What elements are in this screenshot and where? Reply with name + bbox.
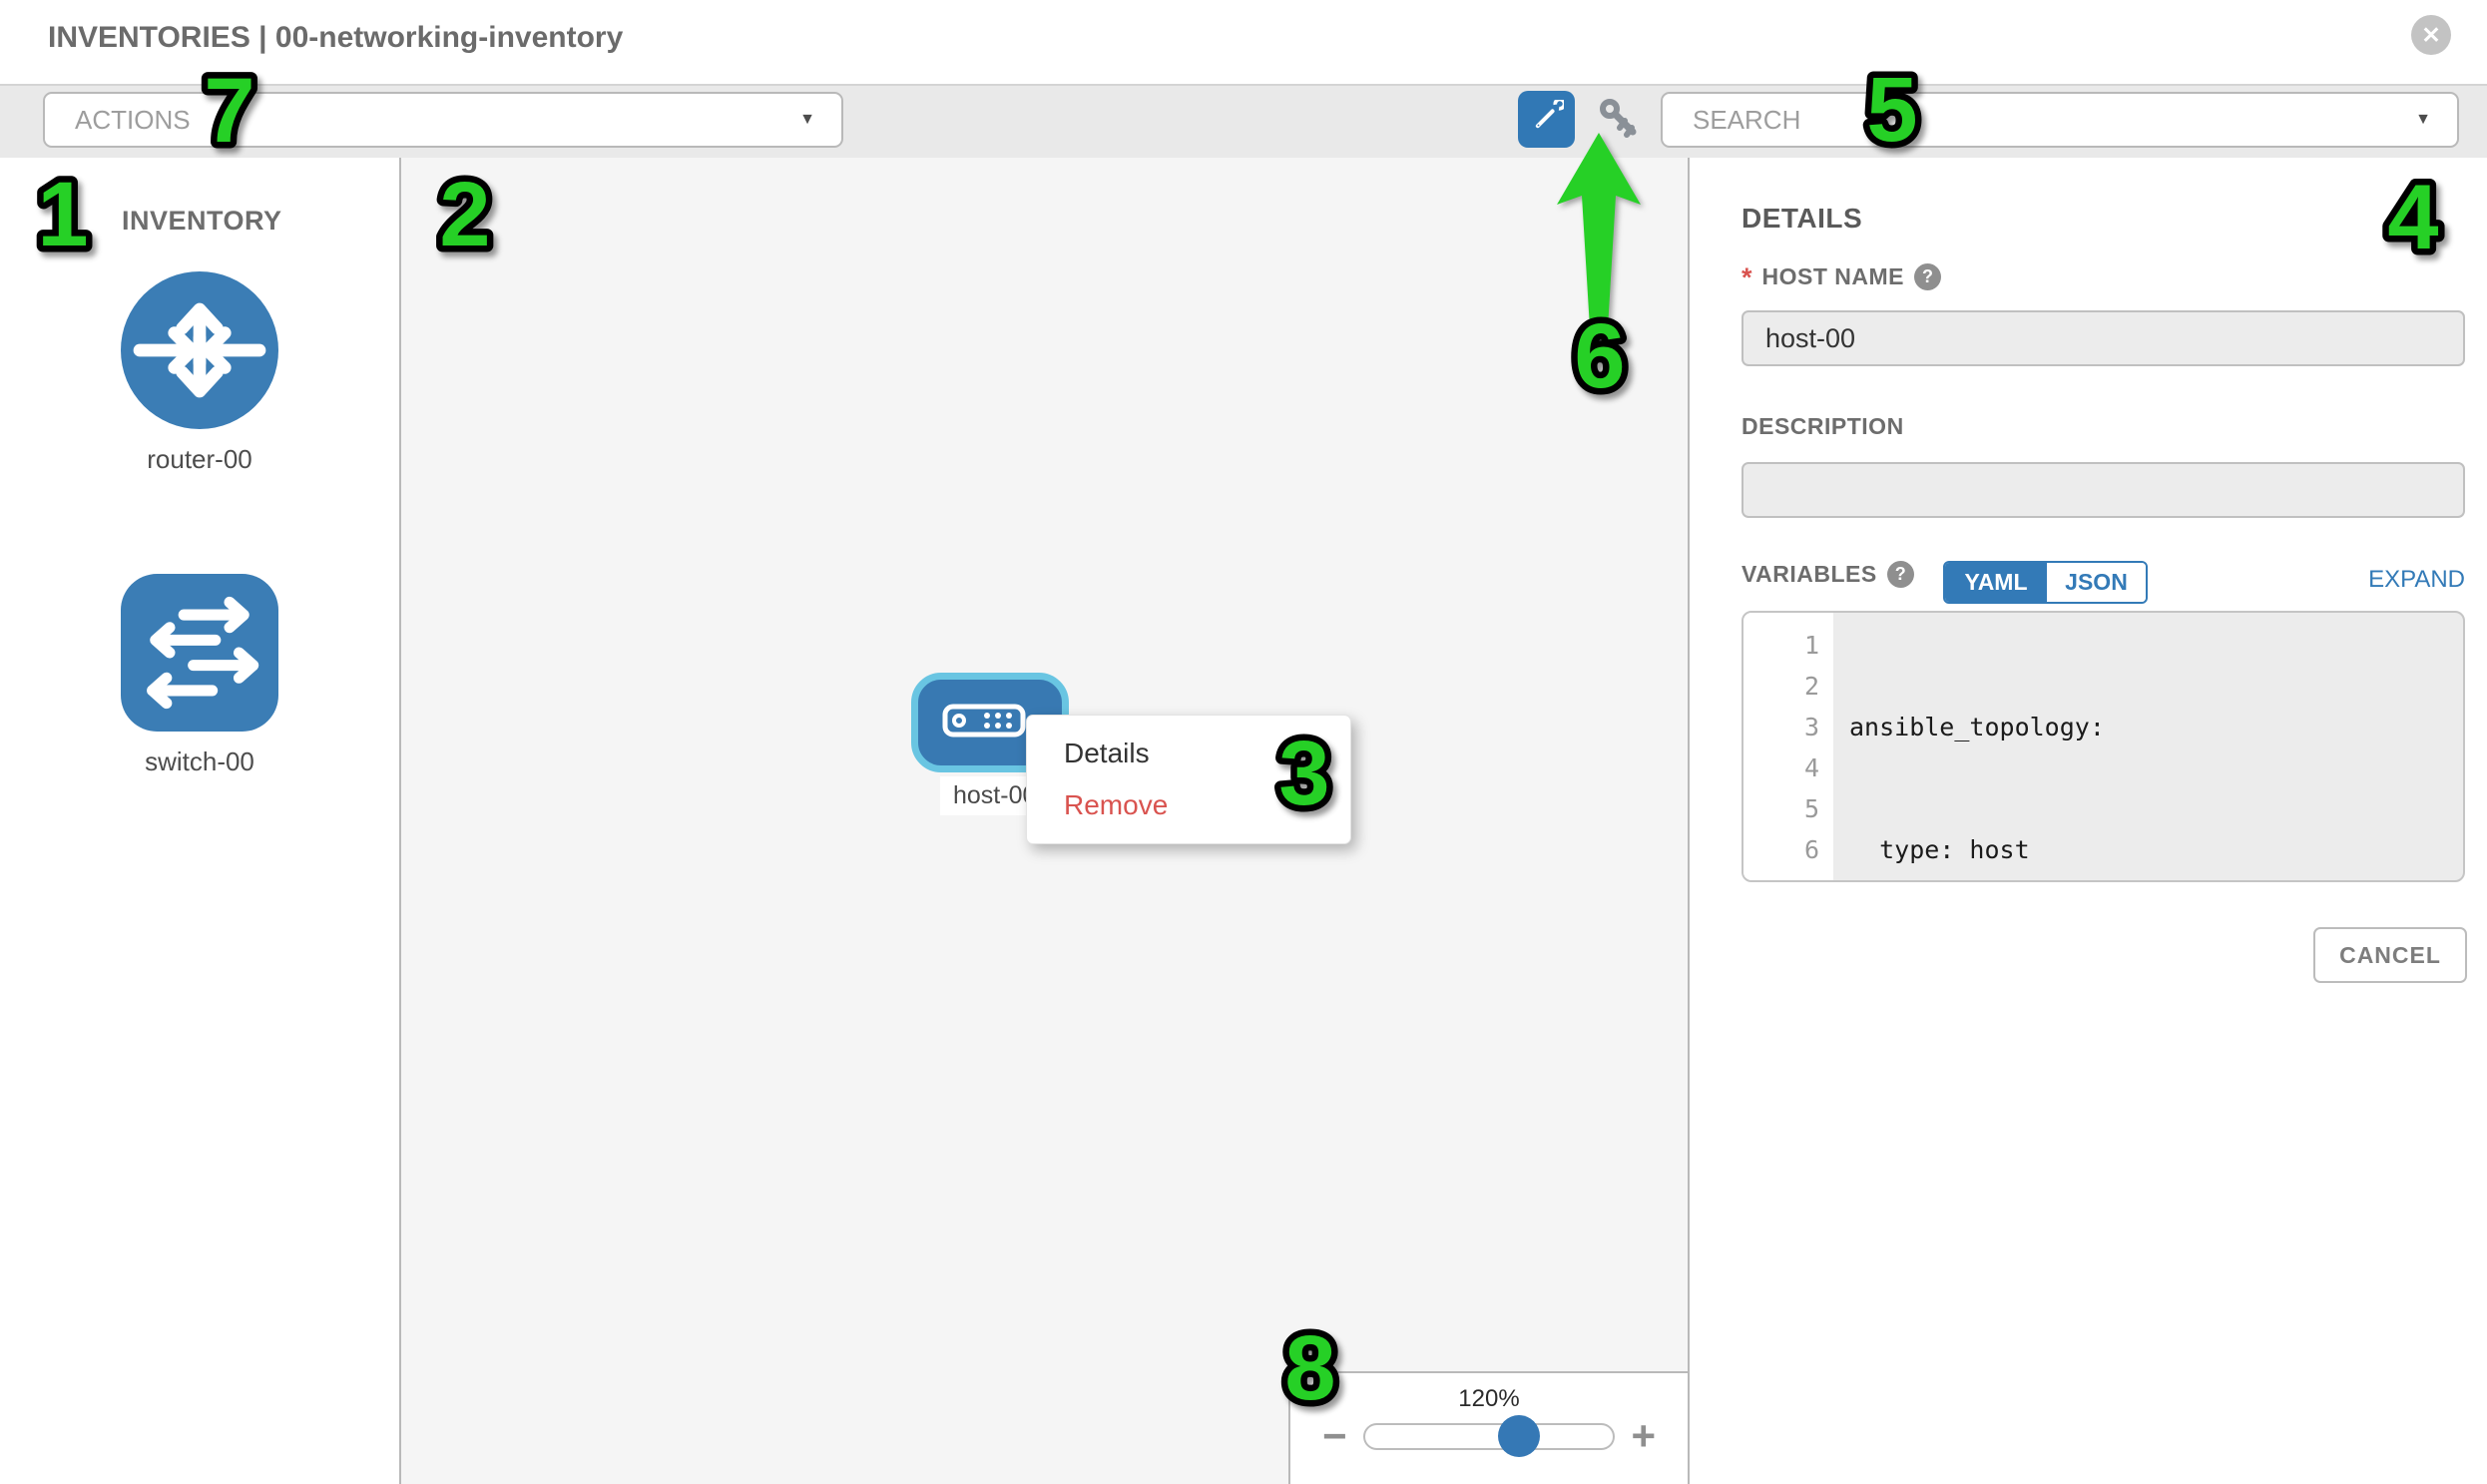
description-label: DESCRIPTION [1741,413,1904,439]
zoom-slider-thumb[interactable] [1497,1415,1540,1457]
palette-item-label: router-00 [147,444,252,474]
inventory-palette: INVENTORY router-00 [0,158,401,1484]
context-menu-item-remove[interactable]: Remove [1064,789,1169,820]
line-number: 2 [1803,672,1819,701]
variables-label-row: VARIABLES ? [1741,561,2465,588]
line-number: 5 [1803,794,1819,823]
actions-dropdown[interactable]: ACTIONS ▼ [43,92,843,148]
details-heading: DETAILS [1741,203,1863,234]
node-context-menu: Details Remove [1026,715,1351,844]
host-name-label: HOST NAME [1761,263,1905,289]
editor-code-area[interactable]: ansible_topology: type: host name: host-… [1833,613,2463,880]
cancel-button[interactable]: CANCEL [2313,927,2467,983]
page-header: INVENTORIES | 00-networking-inventory ✕ [0,0,2487,84]
caret-down-icon: ▼ [799,111,815,128]
code-line: ansible_topology: [1849,713,2105,742]
actions-dropdown-label: ACTIONS [75,104,191,135]
expand-link[interactable]: EXPAND [2368,566,2465,593]
code-line: type: host [1849,835,2030,864]
toggle-toolbox-button[interactable] [1518,91,1575,148]
line-number: 1 [1803,631,1819,660]
line-number: 4 [1803,753,1819,782]
host-server-icon [942,704,1038,742]
zoom-in-button[interactable]: + [1631,1412,1656,1459]
zoom-control: 120% − + [1288,1371,1690,1484]
credentials-key-button[interactable] [1593,94,1645,146]
host-name-label-row: * HOST NAME ? [1741,261,1942,292]
tab-json[interactable]: JSON [2047,563,2146,602]
help-question-icon[interactable]: ? [1886,561,1914,588]
line-number: 3 [1803,713,1819,742]
required-asterisk: * [1741,261,1752,292]
tab-yaml[interactable]: YAML [1945,563,2047,602]
palette-item-label: switch-00 [145,746,254,776]
description-label-row: DESCRIPTION [1741,413,1904,440]
close-button[interactable]: ✕ [2411,15,2451,55]
search-dropdown[interactable]: SEARCH ▼ [1661,92,2459,148]
zoom-out-button[interactable]: − [1322,1412,1347,1459]
search-dropdown-label: SEARCH [1693,104,1801,135]
palette-item-switch[interactable]: switch-00 [0,574,399,777]
palette-item-router[interactable]: router-00 [0,271,399,475]
zoom-slider-track[interactable] [1362,1415,1616,1457]
topology-canvas[interactable]: host-00 Details Remove 120% − + [401,158,1690,1484]
switch-icon [120,574,279,736]
zoom-level-value: 120% [1458,1385,1520,1412]
router-icon [121,271,278,433]
toolbar: ACTIONS ▼ [0,84,2487,160]
description-input[interactable] [1741,462,2465,518]
host-name-input[interactable] [1741,310,2465,366]
variables-code-editor[interactable]: 1 2 3 4 5 6 7 ansible_topology: type: ho… [1741,611,2465,882]
variables-format-toggle: YAML JSON [1943,561,2148,604]
line-number: 7 [1743,870,1819,880]
key-icon [1595,94,1643,147]
palette-heading: INVENTORY [122,206,282,236]
context-menu-item-details[interactable]: Details [1064,738,1150,768]
line-number: 6 [1803,835,1819,864]
editor-line-numbers: 1 2 3 4 5 6 7 [1743,613,1833,880]
help-question-icon[interactable]: ? [1914,263,1942,290]
details-panel: DETAILS * HOST NAME ? DESCRIPTION VARIAB… [1690,158,2487,1484]
wrench-icon [1530,97,1566,139]
variables-label: VARIABLES [1741,561,1877,587]
page-title: INVENTORIES | 00-networking-inventory [48,21,624,54]
close-icon: ✕ [2421,21,2441,48]
caret-down-icon: ▼ [2415,111,2431,128]
